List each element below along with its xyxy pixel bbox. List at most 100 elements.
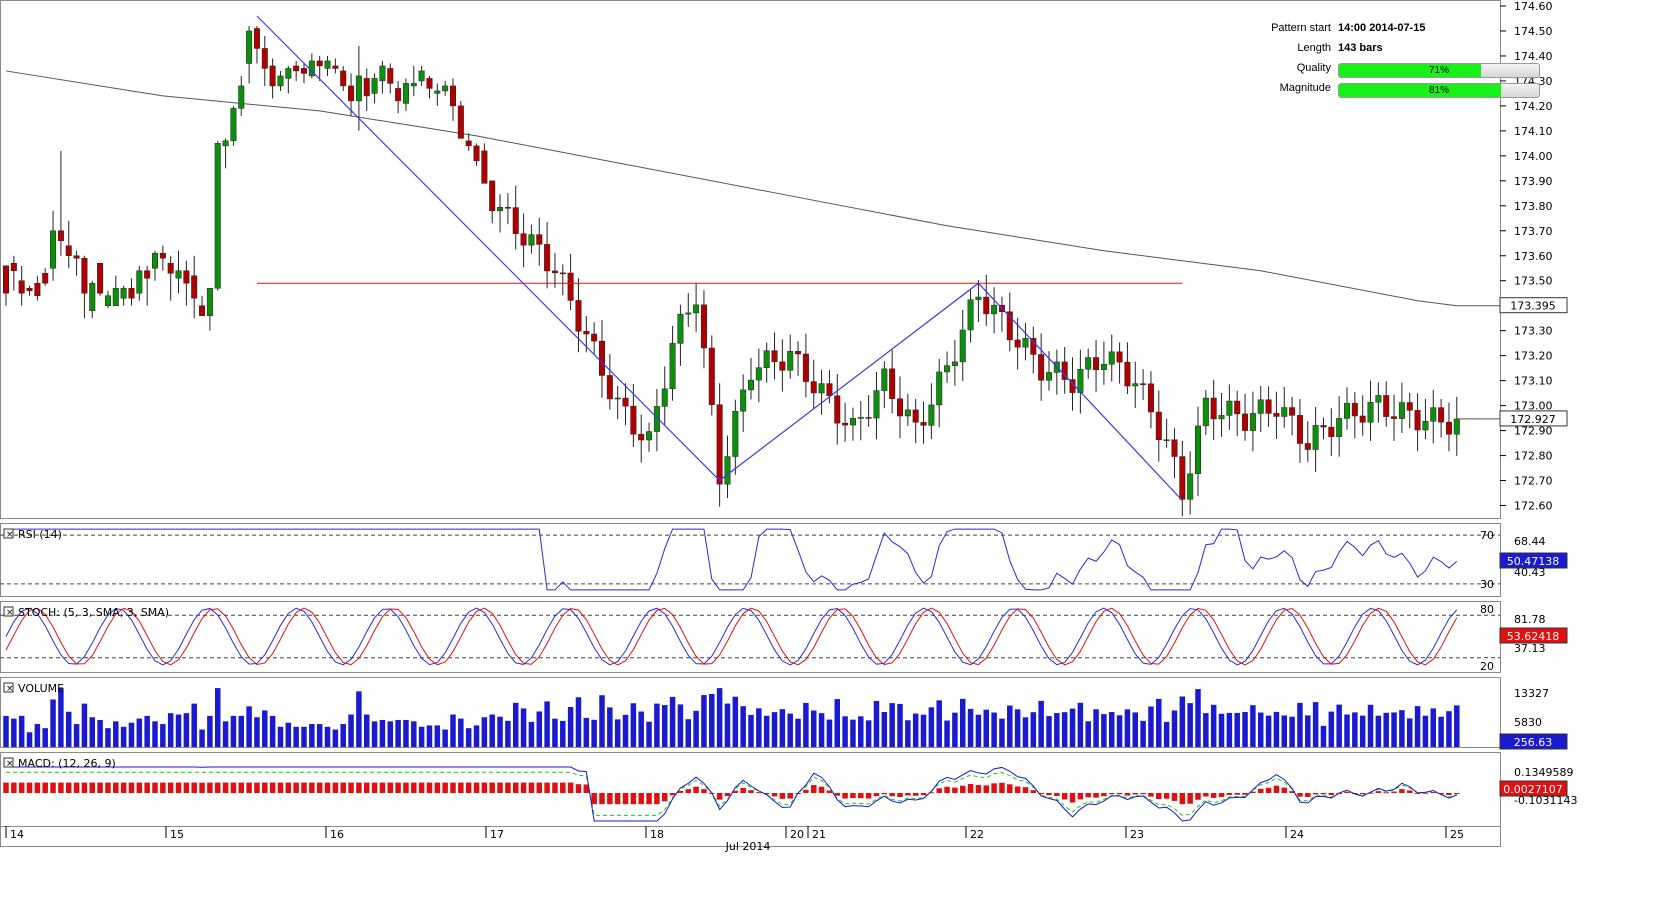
macd-hist-bar [136,782,143,793]
candle-body [418,70,425,82]
volume-bar [740,706,746,747]
candle-body [1296,415,1303,444]
rsi-tick-high: 68.44 [1514,535,1546,548]
volume-bar [1093,709,1099,747]
candle-body [1046,372,1052,381]
volume-bar [363,714,370,747]
y-tick-label: 172.90 [1514,425,1553,438]
volume-bar [1038,700,1044,747]
macd-hist-bar [1187,793,1193,804]
volume-bar [967,708,974,747]
macd-hist-bar [638,793,644,805]
candle-body [897,398,903,417]
volume-bar [677,704,684,747]
candle-body [708,347,715,405]
volume-bar [1454,705,1460,747]
candle-body [920,422,927,426]
macd-hist-bar [920,793,927,796]
rsi-level-30: 30 [1480,578,1494,591]
candle-body [89,282,96,311]
macd-hist-bar [685,789,692,793]
volume-bar [1257,712,1264,747]
macd-hist-bar [858,793,864,799]
volume-bar [1077,702,1084,747]
x-tick-label: 23 [1130,828,1144,841]
macd-hist-bar [1054,793,1060,797]
candle-body [246,30,253,64]
macd-last-box [1499,780,1568,797]
stoch-tick-high: 81.78 [1514,613,1546,626]
volume-bar [1399,710,1405,747]
macd-hist-bar [285,782,292,793]
macd-hist-bar [191,782,197,793]
volume-bar [58,688,64,747]
volume-bar [944,720,950,747]
macd-hist-bar [661,793,668,802]
macd-hist-bar [309,782,315,793]
x-tick-label: 24 [1290,828,1304,841]
candle-body [277,75,284,87]
macd-hist-bar [1422,792,1429,794]
volume-bar [426,725,433,747]
volume-bar [1359,715,1366,747]
candle-body [1430,407,1437,422]
macd-hist-bar [544,782,550,793]
ma-value-label: 173.395 [1510,300,1556,313]
macd-hist-bar [959,785,966,793]
candle-body [450,85,456,107]
x-tick-label: 15 [170,828,184,841]
candle-body [261,48,268,69]
macd-hist-bar [175,782,182,793]
macd-hist-bar [1014,786,1021,793]
volume-bar [207,715,213,747]
macd-hist-bar [724,793,731,797]
macd-hist-bar [975,784,982,793]
volume-bar [1273,711,1280,747]
volume-bar [787,713,793,747]
volume-bar [113,721,119,747]
stoch-level-20: 20 [1480,660,1494,673]
quality-row: Quality 71% [1264,60,1584,80]
macd-hist-bar [167,782,174,793]
volume-bar [1116,715,1123,747]
volume-bar [701,695,707,747]
candle-body [1234,400,1241,415]
macd-hist-bar [1399,789,1405,793]
candle-body [1336,418,1343,437]
volume-bar [1352,712,1358,747]
macd-hist-bar [379,782,386,793]
candle-body [206,287,213,316]
macd-tick-low: -0.1031143 [1514,794,1577,807]
macd-hist-bar [238,782,245,793]
macd-hist-bar [340,782,346,793]
candle-body [959,329,966,363]
candle-body [1391,416,1398,419]
volume-bar [834,699,841,747]
candle-body [771,350,778,363]
candle-body [1108,351,1115,365]
candle-body [1116,351,1123,363]
macd-hist-bar [1391,791,1397,793]
candle-body [73,255,80,259]
macd-hist-bar [716,793,723,800]
candle-body [810,381,817,394]
macd-hist-bar [1030,790,1037,793]
macd-hist-bar [246,782,252,793]
candle-body [1022,338,1029,348]
volume-bar [301,726,307,747]
volume-bar [26,732,33,747]
candle-body [528,234,535,246]
macd-hist-bar [42,782,48,793]
volume-bar [1203,713,1209,747]
volume-bar [646,721,652,747]
volume-bar [1163,721,1170,747]
candle-body [740,389,747,412]
macd-hist-bar [607,793,613,805]
macd-hist-bar [881,793,888,795]
macd-hist-bar [411,782,417,793]
volume-bar [583,717,590,747]
candle-body [183,270,190,284]
candle-body [512,207,519,234]
candle-body [1163,439,1170,441]
candle-body [316,60,323,67]
